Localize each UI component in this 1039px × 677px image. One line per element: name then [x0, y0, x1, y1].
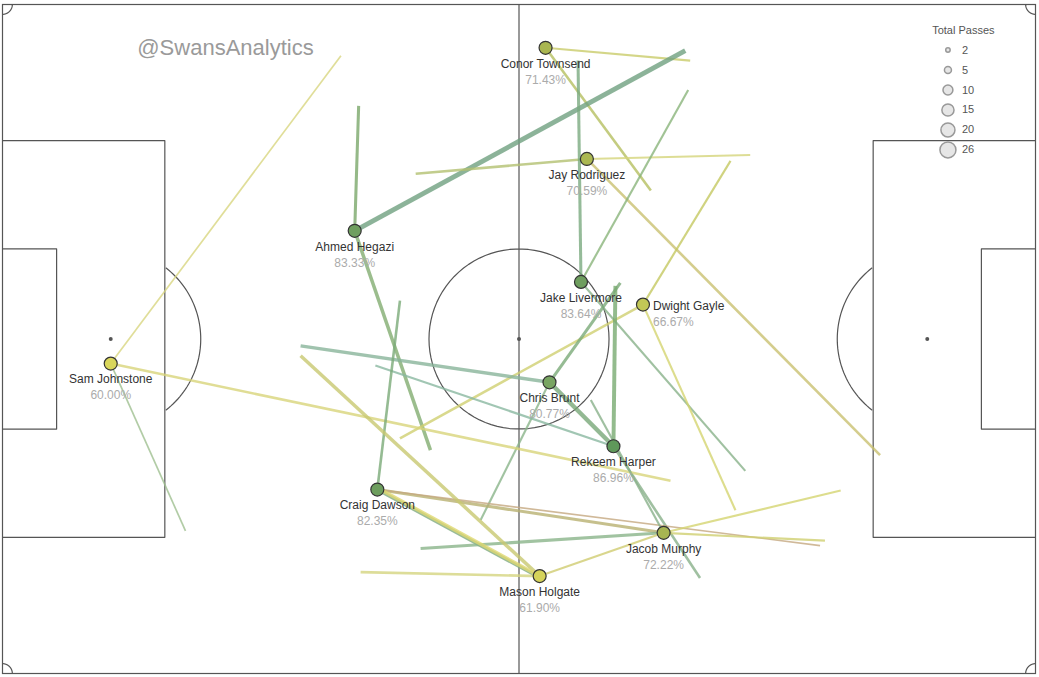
svg-text:Craig Dawson: Craig Dawson	[340, 498, 415, 512]
svg-text:Mason Holgate: Mason Holgate	[499, 585, 580, 599]
svg-text:60.00%: 60.00%	[90, 388, 131, 402]
svg-text:Jake Livermore: Jake Livermore	[540, 291, 622, 305]
svg-text:15: 15	[962, 103, 974, 115]
svg-text:Chris Brunt: Chris Brunt	[519, 391, 580, 405]
svg-text:61.90%: 61.90%	[519, 601, 560, 615]
svg-text:Dwight Gayle: Dwight Gayle	[653, 299, 725, 313]
svg-text:Rekeem Harper: Rekeem Harper	[571, 455, 656, 469]
svg-text:Total Passes: Total Passes	[932, 24, 995, 36]
svg-text:10: 10	[962, 84, 974, 96]
svg-text:82.35%: 82.35%	[357, 514, 398, 528]
svg-text:Sam Johnstone: Sam Johnstone	[69, 372, 153, 386]
svg-text:Jay Rodriguez: Jay Rodriguez	[549, 168, 626, 182]
svg-text:66.67%: 66.67%	[653, 315, 694, 329]
svg-text:Ahmed Hegazi: Ahmed Hegazi	[315, 240, 394, 254]
svg-text:70.59%: 70.59%	[567, 184, 608, 198]
svg-text:2: 2	[962, 44, 968, 56]
svg-text:5: 5	[962, 64, 968, 76]
svg-text:80.77%: 80.77%	[529, 407, 570, 421]
svg-text:71.43%: 71.43%	[525, 73, 566, 87]
svg-text:26: 26	[962, 143, 974, 155]
svg-text:86.96%: 86.96%	[593, 471, 634, 485]
svg-text:72.22%: 72.22%	[643, 558, 684, 572]
svg-text:83.33%: 83.33%	[334, 256, 375, 270]
svg-text:20: 20	[962, 123, 974, 135]
svg-text:@SwansAnalytics: @SwansAnalytics	[137, 35, 313, 60]
svg-text:Conor Townsend: Conor Townsend	[501, 57, 591, 71]
svg-text:83.64%: 83.64%	[561, 307, 602, 321]
svg-text:Jacob Murphy: Jacob Murphy	[626, 542, 701, 556]
